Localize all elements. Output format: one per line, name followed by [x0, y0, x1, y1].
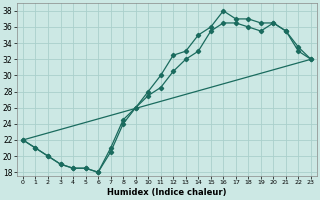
X-axis label: Humidex (Indice chaleur): Humidex (Indice chaleur) — [107, 188, 227, 197]
